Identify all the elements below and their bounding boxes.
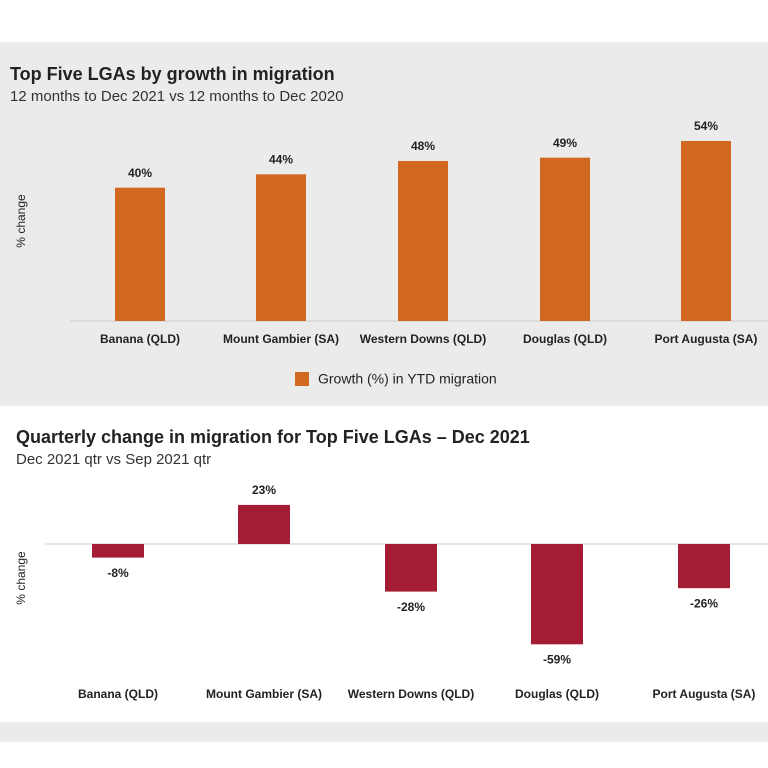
data-label: -8% [107,566,129,580]
x-tick-label: Banana (QLD) [78,687,158,701]
chart-title: Quarterly change in migration for Top Fi… [16,427,530,447]
legend-swatch [295,372,309,386]
bar [92,544,144,558]
data-label: -59% [543,652,571,666]
data-label: 40% [128,166,152,180]
y-axis-label: % change [14,551,28,605]
bar [540,157,590,321]
x-tick-label: Western Downs (QLD) [348,687,474,701]
data-label: -28% [397,600,425,614]
x-tick-label: Douglas (QLD) [523,332,607,346]
panel-strip [0,722,768,742]
data-label: 44% [269,153,293,167]
data-label: 48% [411,139,435,153]
bar [681,141,731,321]
legend-label: Growth (%) in YTD migration [318,371,497,387]
x-tick-label: Mount Gambier (SA) [223,332,339,346]
bar [678,544,730,589]
data-label: 49% [553,136,577,150]
chart-title: Top Five LGAs by growth in migration [10,64,335,84]
data-label: -26% [690,596,718,610]
chart-subtitle: 12 months to Dec 2021 vs 12 months to De… [10,88,344,105]
x-tick-label: Douglas (QLD) [515,687,599,701]
bar [115,187,165,321]
x-tick-label: Mount Gambier (SA) [206,687,322,701]
data-label: 54% [694,119,718,133]
x-tick-label: Banana (QLD) [100,332,180,346]
chart-subtitle: Dec 2021 qtr vs Sep 2021 qtr [16,451,211,468]
y-axis-label: % change [14,194,28,248]
bar [256,174,306,321]
bar [398,161,448,321]
data-label: 23% [252,483,276,497]
x-tick-label: Port Augusta (SA) [653,687,756,701]
bar [531,544,583,645]
bar [385,544,437,592]
x-tick-label: Port Augusta (SA) [655,332,758,346]
bar [238,504,290,544]
x-tick-label: Western Downs (QLD) [360,332,486,346]
